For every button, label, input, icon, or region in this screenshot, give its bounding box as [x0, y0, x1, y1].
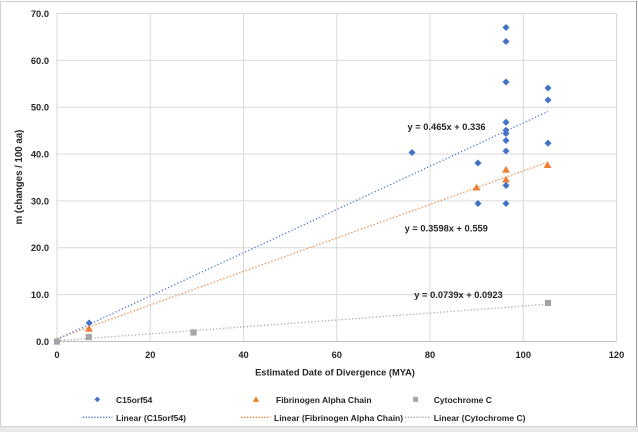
svg-text:y = 0.3598x + 0.559: y = 0.3598x + 0.559 [405, 224, 488, 234]
svg-text:Estimated Date of Divergence (: Estimated Date of Divergence (MYA) [255, 367, 415, 377]
svg-text:120: 120 [609, 350, 625, 360]
svg-text:Linear (Fibrinogen Alpha Chain: Linear (Fibrinogen Alpha Chain) [274, 413, 403, 423]
svg-text:100: 100 [515, 350, 531, 360]
svg-text:40: 40 [238, 350, 248, 360]
svg-text:50.0: 50.0 [31, 103, 49, 113]
svg-text:20.0: 20.0 [31, 243, 49, 253]
svg-text:60: 60 [332, 350, 342, 360]
svg-text:60.0: 60.0 [31, 56, 49, 66]
svg-text:y = 0.465x + 0.336: y = 0.465x + 0.336 [408, 122, 486, 132]
svg-text:10.0: 10.0 [31, 290, 49, 300]
svg-text:30.0: 30.0 [31, 196, 49, 206]
svg-text:m (changes / 100 aa): m (changes / 100 aa) [14, 130, 25, 225]
svg-text:80: 80 [425, 350, 435, 360]
svg-text:Fibrinogen Alpha Chain: Fibrinogen Alpha Chain [276, 395, 372, 405]
svg-text:C15orf54: C15orf54 [116, 395, 153, 405]
svg-text:0.0: 0.0 [36, 337, 49, 347]
svg-text:y = 0.0739x + 0.0923: y = 0.0739x + 0.0923 [414, 290, 502, 300]
svg-text:Linear (Cytochrome C): Linear (Cytochrome C) [434, 413, 526, 423]
svg-text:0: 0 [54, 350, 59, 360]
svg-text:20: 20 [145, 350, 155, 360]
svg-text:Cytochrome C: Cytochrome C [434, 395, 492, 405]
svg-text:70.0: 70.0 [31, 9, 49, 19]
svg-text:Linear (C15orf54): Linear (C15orf54) [116, 413, 186, 423]
svg-text:40.0: 40.0 [31, 149, 49, 159]
